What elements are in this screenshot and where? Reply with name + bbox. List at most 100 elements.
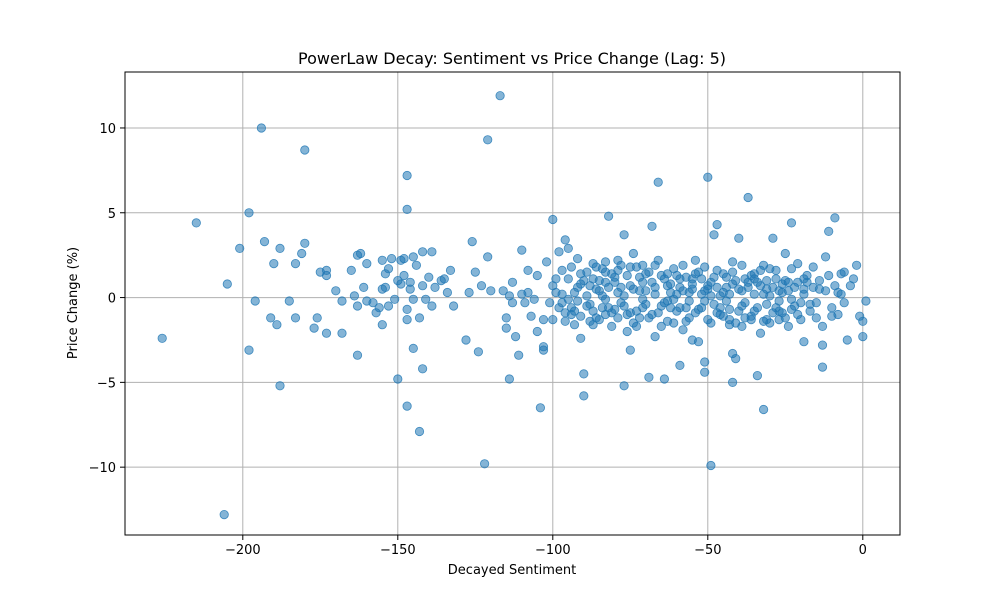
- data-point: [755, 265, 766, 275]
- data-point: [427, 247, 437, 257]
- data-point: [662, 269, 673, 279]
- data-point: [548, 214, 558, 225]
- data-point: [576, 333, 586, 343]
- data-point: [545, 298, 555, 308]
- x-tick-label: −50: [694, 543, 721, 558]
- data-point: [538, 314, 549, 325]
- data-point: [675, 303, 685, 313]
- data-point: [321, 265, 332, 275]
- data-point: [727, 257, 738, 267]
- data-point: [402, 304, 412, 314]
- data-point: [467, 237, 477, 247]
- data-point: [799, 337, 809, 347]
- data-point: [337, 296, 347, 306]
- data-point: [814, 275, 825, 286]
- data-point: [402, 204, 412, 214]
- data-point: [486, 286, 496, 296]
- data-point: [272, 320, 282, 330]
- data-point: [402, 314, 412, 325]
- data-point: [396, 279, 406, 289]
- data-point: [839, 267, 849, 277]
- data-point: [157, 333, 167, 343]
- data-point: [830, 281, 840, 291]
- data-point: [566, 303, 577, 313]
- data-point: [765, 264, 775, 274]
- data-point: [520, 298, 530, 308]
- data-point: [421, 294, 431, 304]
- data-point: [380, 282, 390, 292]
- data-point: [678, 286, 688, 296]
- data-point: [650, 331, 660, 342]
- data-point: [724, 304, 735, 314]
- data-point: [411, 260, 421, 270]
- data-point: [783, 277, 794, 287]
- data-point: [377, 320, 387, 330]
- data-point: [842, 335, 852, 345]
- data-point: [830, 213, 840, 223]
- data-point: [616, 282, 626, 292]
- data-point: [355, 248, 366, 259]
- data-point: [777, 308, 787, 318]
- data-point: [495, 91, 505, 101]
- data-point: [858, 316, 868, 326]
- y-tick-label: −5: [97, 376, 116, 391]
- data-point: [665, 303, 676, 313]
- data-point: [386, 254, 397, 264]
- data-point: [473, 347, 483, 357]
- data-point: [718, 269, 728, 279]
- data-point: [836, 289, 846, 299]
- data-point: [445, 265, 456, 275]
- data-point: [551, 287, 561, 298]
- data-point: [824, 226, 834, 236]
- data-point: [408, 294, 418, 304]
- data-point: [368, 298, 378, 308]
- data-point: [662, 281, 673, 291]
- data-point: [359, 282, 369, 292]
- data-point: [734, 233, 744, 243]
- data-point: [470, 267, 480, 277]
- data-point: [538, 345, 549, 355]
- data-point: [594, 314, 604, 325]
- data-point: [514, 350, 524, 360]
- data-point: [610, 272, 620, 282]
- data-point: [622, 309, 632, 320]
- data-point: [284, 296, 294, 306]
- data-point: [582, 301, 592, 311]
- data-point: [290, 313, 301, 323]
- data-point: [331, 286, 341, 296]
- data-point: [579, 275, 589, 286]
- data-point: [684, 296, 694, 306]
- data-point: [700, 357, 710, 367]
- data-point: [650, 260, 660, 270]
- data-point: [731, 275, 741, 286]
- data-point: [383, 301, 394, 311]
- data-point: [250, 296, 260, 306]
- data-point: [297, 248, 307, 259]
- data-point: [762, 299, 772, 309]
- data-point: [721, 296, 732, 306]
- data-point: [560, 316, 570, 326]
- data-point: [678, 325, 688, 335]
- data-point: [523, 287, 533, 298]
- data-point: [786, 264, 797, 274]
- y-tick-label: 10: [99, 122, 116, 137]
- x-tick-label: −150: [380, 543, 416, 558]
- data-point: [374, 303, 384, 313]
- data-point: [603, 211, 614, 221]
- data-point: [517, 245, 527, 255]
- data-point: [309, 323, 319, 333]
- x-axis-label: Decayed Sentiment: [448, 563, 576, 578]
- data-point: [715, 303, 725, 313]
- data-point: [749, 289, 759, 299]
- data-point: [700, 262, 710, 272]
- data-point: [532, 270, 542, 281]
- y-tick-label: 5: [108, 207, 116, 222]
- data-point: [219, 509, 229, 520]
- data-point: [576, 311, 586, 321]
- data-point: [758, 289, 769, 299]
- data-point: [597, 291, 608, 301]
- data-point: [551, 274, 561, 284]
- data-point: [541, 257, 552, 267]
- data-point: [653, 308, 663, 318]
- data-point: [352, 301, 363, 311]
